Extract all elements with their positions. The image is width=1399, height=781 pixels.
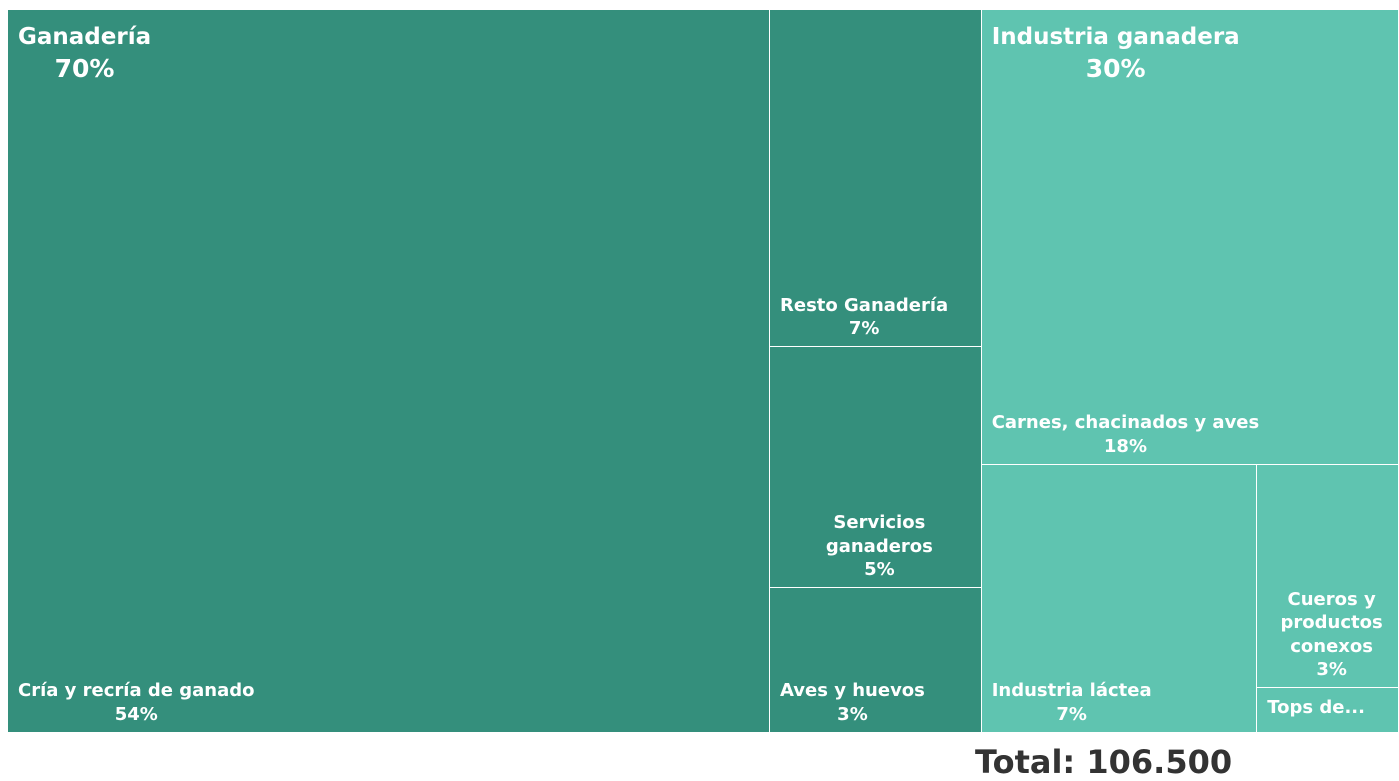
group-value: 70% (54, 54, 115, 83)
leaf-name: Servicios ganaderos (825, 512, 933, 557)
leaf-value: 7% (1056, 703, 1087, 725)
leaf-name: Industria láctea (991, 680, 1152, 702)
leaf-rect: Aves y huevos 3% (770, 588, 982, 733)
leaf-value: 7% (848, 318, 880, 339)
leaf-rect: Cueros y productos conexos 3% (1257, 465, 1399, 689)
leaf-value: 3% (837, 703, 868, 725)
leaf-rect: Cría y recría de ganado 54% (8, 10, 771, 733)
leaf-label: Cueros y productos conexos 3% (1267, 588, 1396, 682)
leaf-rect: Carnes, chacinados y aves 18% (981, 10, 1399, 466)
leaf-rect: Tops de... (1257, 688, 1399, 733)
leaf-rect: Servicios ganaderos 5% (770, 347, 982, 589)
leaf-label: Aves y huevos 3% (780, 679, 979, 726)
group-name: Industria ganadera (991, 24, 1240, 50)
group-rect: Carnes, chacinados y aves 18% Industria lá… (981, 10, 1399, 733)
leaf-value: 54% (114, 703, 158, 725)
leaf-label: Resto Ganadería 7% (780, 294, 979, 341)
leaf-name: Resto Ganadería (780, 294, 949, 316)
leaf-name: Tops de... (1267, 697, 1365, 719)
group-rect: Cría y recría de ganado 54% Resto Ganaderí… (8, 10, 982, 733)
group-name: Ganadería (18, 24, 152, 50)
leaf-label-block: Carnes, chacinados y aves 18% (992, 411, 1260, 458)
leaf-value: 18% (1103, 435, 1147, 457)
leaf-rect: Industria láctea 7% (981, 465, 1258, 733)
leaf-label-block: Cueros y productos conexos 3% (1267, 588, 1396, 682)
leaf-label-block: Servicios ganaderos 5% (780, 511, 979, 581)
leaf-label: Industria láctea 7% (992, 679, 1255, 726)
leaf-label-block: Resto Ganadería 7% (780, 294, 948, 341)
group-value: 30% (1085, 54, 1146, 83)
leaf-name: Cría y recría de ganado (18, 680, 255, 702)
leaf-label: Cría y recría de ganado 54% (18, 679, 767, 726)
leaf-name: Aves y huevos (780, 680, 925, 702)
leaf-name: Carnes, chacinados y aves (991, 412, 1260, 434)
leaf-name: Cueros y productos conexos (1280, 588, 1383, 657)
leaf-label-block: Industria láctea 7% (992, 679, 1152, 726)
leaf-label-block: Cría y recría de ganado 54% (18, 679, 255, 726)
leaf-label: Tops de... (1267, 696, 1396, 726)
leaf-label-block: Tops de... (1267, 696, 1365, 719)
leaf-value: 3% (1316, 658, 1347, 680)
leaf-label: Servicios ganaderos 5% (780, 511, 979, 581)
treemap: Cría y recría de ganado 54% Resto Ganaderí… (8, 10, 1399, 733)
leaf-label-block: Aves y huevos 3% (780, 679, 925, 726)
leaf-label: Carnes, chacinados y aves 18% (992, 411, 1396, 458)
leaf-value: 5% (864, 559, 895, 580)
total-label: Total: 106.500 (975, 743, 1233, 781)
leaf-rect: Resto Ganadería 7% (770, 10, 982, 348)
group-label: Ganadería 70% (18, 24, 151, 83)
group-label: Industria ganadera 30% (992, 24, 1240, 83)
